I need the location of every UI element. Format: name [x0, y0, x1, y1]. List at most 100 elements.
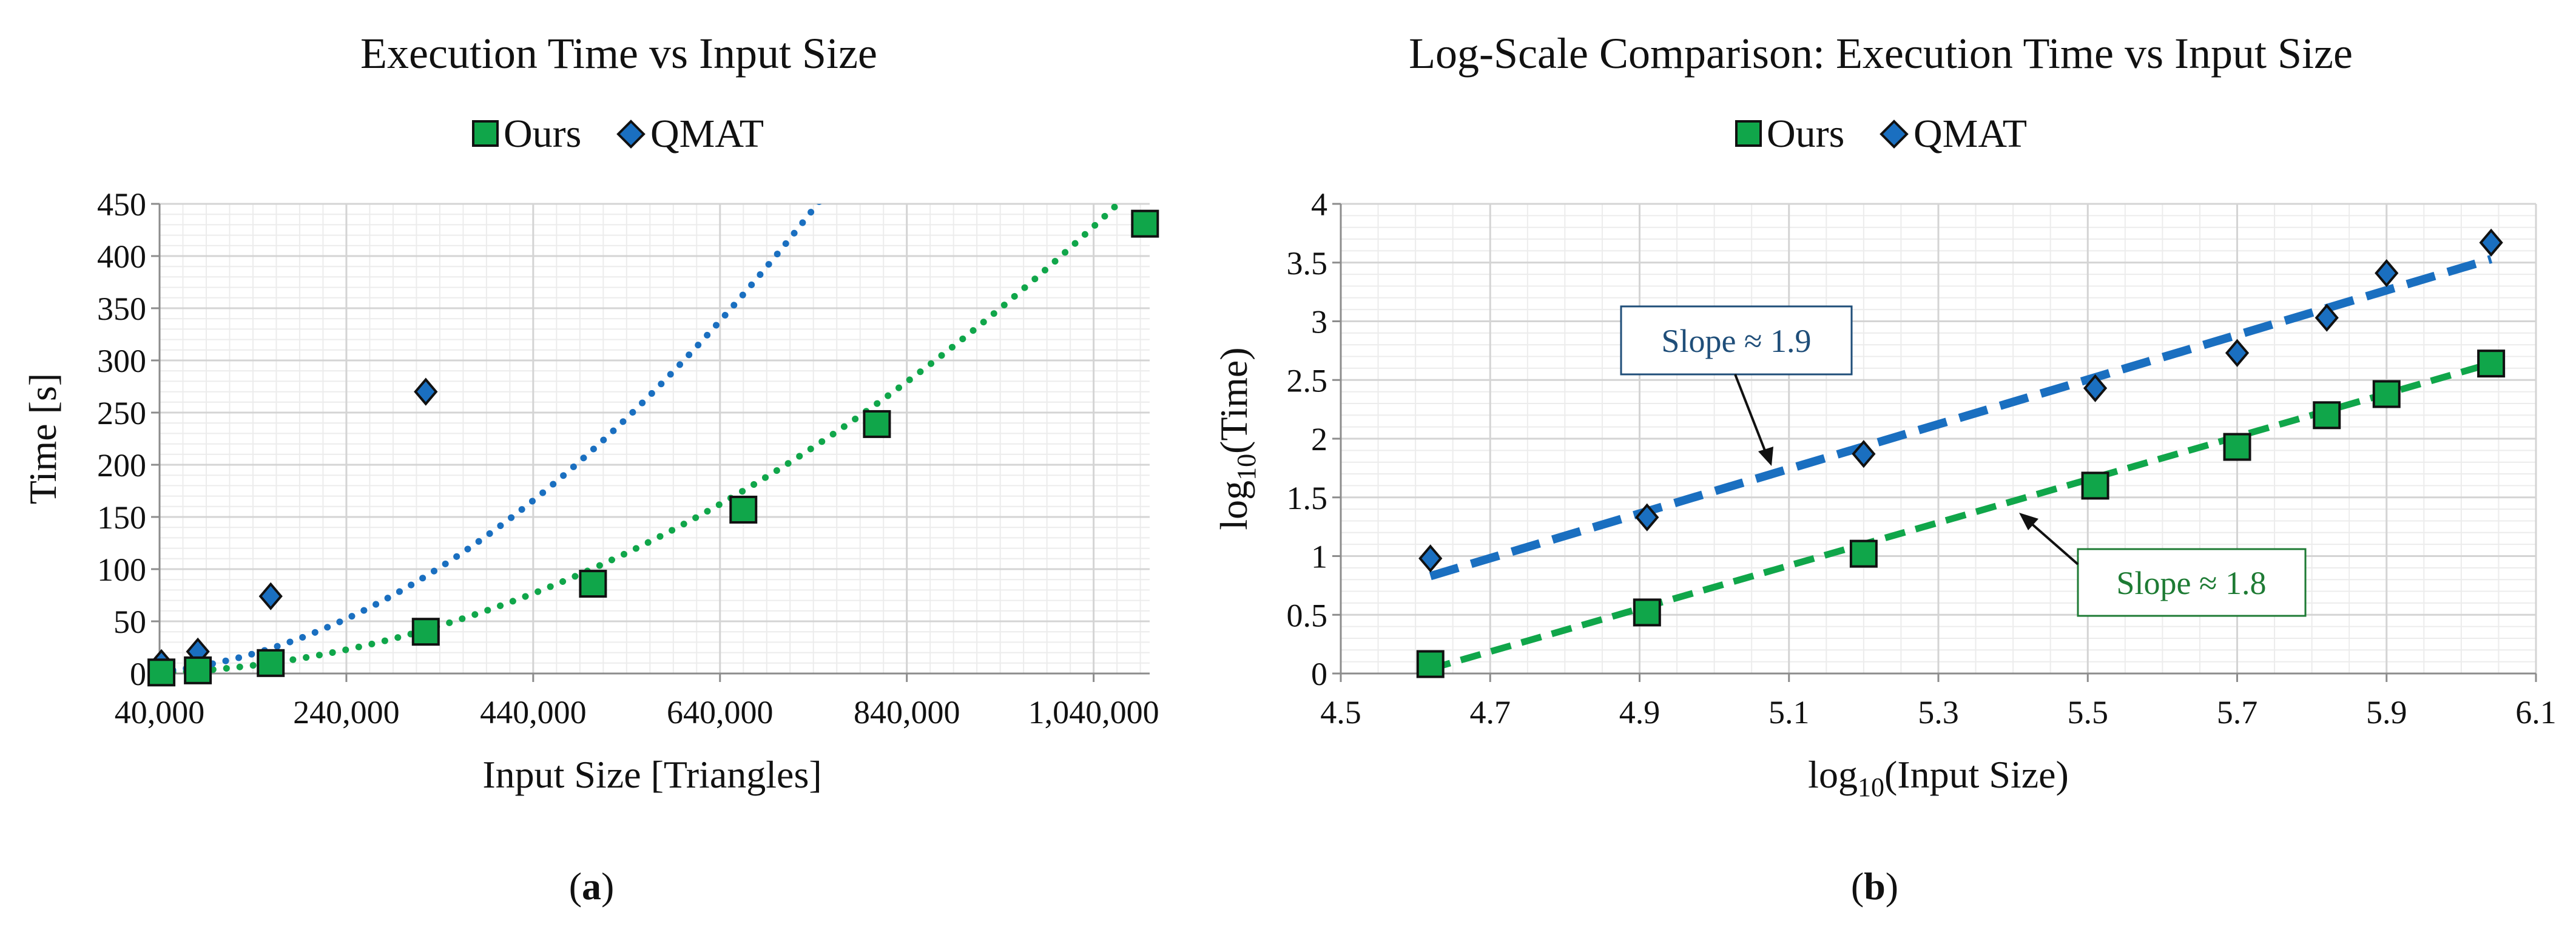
a-x-tick-label: 840,000 [854, 694, 960, 731]
a-point-ours [184, 656, 212, 684]
a-y-tick-label: 0 [130, 656, 146, 692]
annotation-qmat-slope: Slope ≈ 1.9 [1620, 305, 1853, 466]
panel-a-y-axis-label: Time [s] [21, 373, 64, 504]
b-point-qmat [2083, 374, 2108, 402]
annotation-ours-slope: Slope ≈ 1.8 [2019, 513, 2307, 617]
b-point-qmat [1635, 503, 1659, 532]
annotation-ours-slope-arrowhead [2019, 513, 2038, 530]
a-x-tick-label: 1,040,000 [1028, 694, 1159, 731]
a-x-tick-label: 640,000 [667, 694, 774, 731]
b-y-tick-label: 3 [1311, 304, 1327, 340]
panel-b-legend-qmat-marker [1880, 120, 1909, 149]
panel-a-points [147, 209, 1159, 687]
b-x-tick-label: 5.7 [2217, 694, 2258, 731]
b-point-qmat [1418, 544, 1443, 573]
panel-a-title: Execution Time vs Input Size [360, 29, 877, 78]
b-point-ours [2223, 433, 2251, 461]
a-point-qmat [414, 377, 438, 406]
panel-b-points [1416, 228, 2506, 678]
annotation-qmat-slope-text: Slope ≈ 1.9 [1661, 323, 1811, 359]
a-y-tick-label: 400 [97, 238, 146, 275]
a-x-tick-label: 440,000 [480, 694, 587, 731]
b-y-tick-label: 0.5 [1287, 597, 1328, 633]
a-point-ours [1131, 209, 1159, 238]
b-point-ours [1633, 598, 1661, 627]
a-y-tick-label: 200 [97, 447, 146, 484]
panel-a-grid [158, 203, 1150, 675]
panel-a-label: (a) [569, 865, 615, 908]
annotation-ours-slope-box [2077, 548, 2307, 617]
b-point-ours [2372, 380, 2401, 408]
b-y-tick-label: 4 [1311, 186, 1327, 223]
panel-a-legend-ours-label: Ours [504, 112, 581, 156]
b-point-qmat [2479, 228, 2503, 257]
annotation-qmat-slope-box [1620, 305, 1853, 376]
panel-b-ticks: 4.5 4.7 4.9 5.1 5.3 5.5 5.7 5.9 6.1 0 0.5 1 1.5 2 2.5 3… [1287, 186, 2557, 731]
panel-a-legend: Ours QMAT [472, 112, 764, 156]
panel-a-legend-ours-marker [472, 120, 499, 147]
annotation-ours-slope-arrow [2028, 521, 2079, 565]
a-point-ours [411, 618, 440, 646]
panel-a-legend-qmat-label: QMAT [650, 112, 764, 156]
a-y-tick-label: 150 [97, 499, 146, 536]
panel-b-label: (b) [1851, 865, 1898, 908]
annotation-qmat-slope-arrowhead [1758, 447, 1773, 466]
b-point-ours [2313, 401, 2341, 430]
a-point-ours [147, 658, 176, 687]
b-point-ours [1849, 539, 1878, 568]
panel-b-legend-qmat-label: QMAT [1913, 112, 2027, 156]
b-x-tick-label: 4.7 [1470, 694, 1511, 731]
b-point-qmat [2315, 303, 2339, 332]
panel-a: Execution Time vs Input Size Ours QMAT 4… [21, 29, 1159, 908]
a-y-tick-label: 100 [97, 552, 146, 588]
b-point-ours [1416, 650, 1445, 678]
b-trendline-qmat [1429, 255, 2493, 581]
a-y-tick-label: 250 [97, 395, 146, 431]
b-x-tick-label: 4.9 [1619, 694, 1661, 731]
a-y-tick-label: 50 [113, 604, 146, 640]
a-y-tick-label: 450 [97, 186, 146, 223]
a-trendline-ours [160, 204, 1123, 673]
b-y-tick-label: 2 [1311, 421, 1327, 457]
annotation-ours-slope-text: Slope ≈ 1.8 [2116, 565, 2266, 601]
panel-b: Log-Scale Comparison: Execution Time vs … [1212, 29, 2557, 908]
b-y-tick-label: 3.5 [1287, 245, 1328, 282]
b-point-ours [2477, 349, 2506, 378]
panel-b-title: Log-Scale Comparison: Execution Time vs … [1409, 29, 2353, 78]
b-x-tick-label: 5.9 [2366, 694, 2407, 731]
panel-b-legend-ours-label: Ours [1767, 112, 1844, 156]
b-y-tick-label: 1 [1311, 539, 1327, 575]
panel-b-y-axis-label: log10(Time) [1212, 347, 1261, 530]
a-point-ours [579, 570, 607, 598]
panel-a-trendlines [160, 204, 1123, 673]
b-x-tick-label: 6.1 [2515, 694, 2557, 731]
b-x-tick-label: 5.1 [1768, 694, 1810, 731]
b-point-qmat [2225, 339, 2250, 367]
b-y-tick-label: 0 [1311, 656, 1327, 692]
panel-b-x-axis-label: log10(Input Size) [1808, 753, 2069, 802]
panel-b-label-letter: b [1864, 865, 1886, 908]
a-x-tick-label: 40,000 [115, 694, 205, 731]
a-trendline-qmat [160, 204, 822, 673]
a-point-ours [863, 410, 891, 438]
annotation-qmat-slope-arrow [1734, 374, 1768, 456]
b-x-tick-label: 4.5 [1320, 694, 1361, 731]
panel-b-grid [1340, 203, 2537, 675]
b-point-ours [2081, 471, 2109, 500]
b-point-qmat [1852, 440, 1876, 468]
panel-b-legend: Ours QMAT [1735, 112, 2027, 156]
a-point-qmat [258, 582, 283, 610]
a-y-tick-label: 300 [97, 343, 146, 379]
a-point-ours [729, 495, 758, 524]
panel-a-legend-qmat-marker [616, 120, 646, 149]
panel-a-ticks: 40,000 240,000 440,000 640,000 840,000 1,040,… [97, 186, 1159, 731]
b-x-tick-label: 5.5 [2068, 694, 2109, 731]
panel-a-x-axis-label: Input Size [Triangles] [482, 753, 821, 796]
a-y-tick-label: 350 [97, 291, 146, 327]
a-x-tick-label: 240,000 [293, 694, 400, 731]
panel-b-legend-ours-marker [1735, 120, 1762, 147]
b-y-tick-label: 2.5 [1287, 362, 1328, 399]
a-point-ours [257, 649, 285, 677]
panel-a-label-letter: a [582, 865, 601, 908]
